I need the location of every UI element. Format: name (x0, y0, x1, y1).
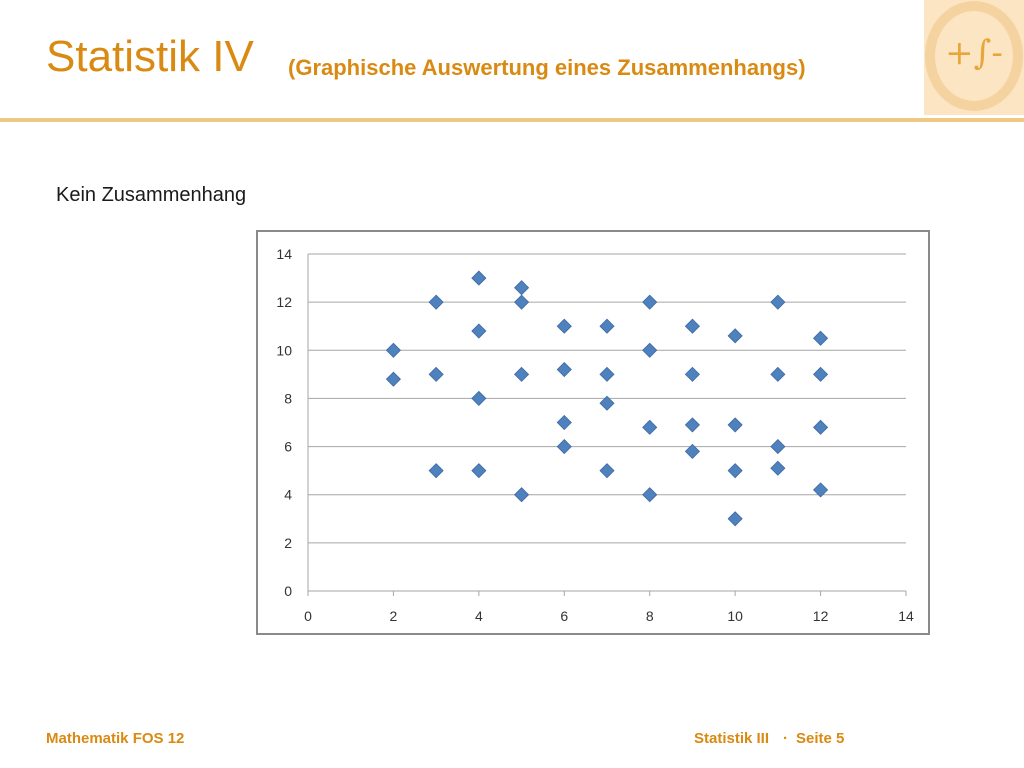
data-point (385, 371, 401, 387)
scatter-chart: 0 2 4 6 8 10 12 14 0 2 4 6 8 10 12 14 (276, 246, 914, 624)
page-title: Statistik IV (46, 32, 254, 81)
footer-separator: · (783, 730, 789, 747)
footer-page-info: Statistik III · Seite 5 (694, 730, 844, 747)
data-point (556, 439, 572, 455)
x-tick-label: 14 (898, 608, 914, 624)
data-point (514, 294, 530, 310)
data-point (599, 318, 615, 334)
data-point (599, 366, 615, 382)
data-point (471, 270, 487, 286)
data-point (514, 487, 530, 503)
data-point (471, 323, 487, 339)
y-tick-label: 4 (284, 487, 292, 503)
chart-heading: Kein Zusammenhang (56, 184, 247, 206)
y-tick-label: 8 (284, 390, 292, 406)
data-point (556, 414, 572, 431)
data-point (514, 280, 530, 296)
data-point (471, 463, 487, 479)
data-point (642, 294, 658, 310)
data-point (428, 366, 444, 382)
integral-logo-icon: +∫- (925, 1, 1023, 111)
data-point (642, 487, 658, 503)
data-point (813, 366, 829, 382)
title-divider (0, 118, 1024, 122)
y-tick-label: 6 (284, 439, 292, 455)
y-tick-label: 2 (284, 535, 292, 551)
x-tick-label: 6 (560, 608, 568, 624)
footer-course: Mathematik FOS 12 (46, 730, 185, 747)
data-point (770, 439, 786, 455)
data-point (770, 460, 786, 476)
y-tick-label: 14 (276, 246, 292, 262)
data-point (471, 390, 487, 406)
logo: +∫- (924, 0, 1024, 115)
chart-frame: 0 2 4 6 8 10 12 14 0 2 4 6 8 10 12 14 (256, 230, 930, 635)
page-subtitle: (Graphische Auswertung eines Zusammenhan… (288, 55, 806, 80)
data-point (813, 482, 829, 498)
footer-page-number: Seite 5 (796, 730, 845, 747)
x-tick-label: 8 (646, 608, 654, 624)
data-point (428, 463, 444, 479)
data-point (727, 417, 743, 433)
data-point (599, 395, 615, 411)
data-point (684, 417, 700, 433)
x-tick-label: 2 (390, 608, 398, 624)
data-point (514, 366, 530, 382)
x-tick-label: 10 (727, 608, 743, 624)
data-point (727, 463, 743, 479)
data-point (428, 294, 444, 310)
x-tick-label: 4 (475, 608, 483, 624)
y-tick-label: 12 (276, 294, 292, 310)
data-point (642, 419, 658, 435)
y-tick-label: 10 (276, 342, 292, 358)
data-point (599, 463, 615, 479)
y-tick-label: 0 (284, 583, 292, 599)
data-point (385, 342, 401, 358)
data-point (770, 366, 786, 382)
x-tick-label: 0 (304, 608, 312, 624)
data-point (813, 330, 829, 346)
data-point (684, 366, 700, 382)
data-point (642, 342, 658, 358)
data-point (556, 318, 572, 334)
data-point (770, 294, 786, 310)
data-point (813, 419, 829, 435)
data-point (727, 328, 743, 344)
data-point (684, 318, 700, 334)
data-point (556, 361, 572, 378)
logo-text: +∫- (945, 33, 1003, 73)
data-point (684, 443, 700, 459)
x-tick-label: 12 (813, 608, 829, 624)
footer-section: Statistik III (694, 730, 770, 747)
data-point (727, 511, 743, 527)
